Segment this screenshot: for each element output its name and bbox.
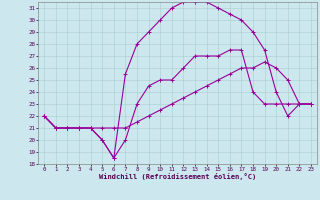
X-axis label: Windchill (Refroidissement éolien,°C): Windchill (Refroidissement éolien,°C): [99, 173, 256, 180]
